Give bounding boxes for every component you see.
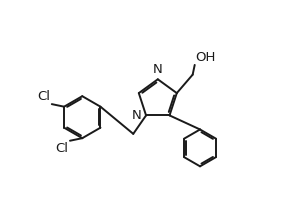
Text: N: N [132, 109, 142, 122]
Text: Cl: Cl [37, 90, 50, 102]
Text: Cl: Cl [55, 142, 68, 155]
Text: N: N [153, 63, 162, 76]
Text: OH: OH [196, 51, 216, 64]
